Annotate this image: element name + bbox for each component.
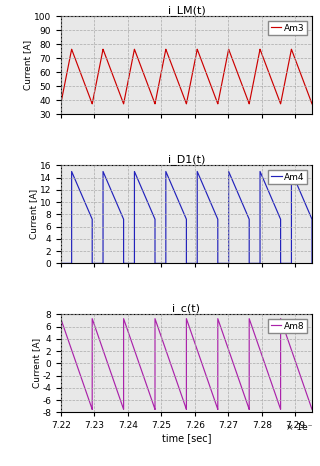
Title: i_c(t): i_c(t) [172, 303, 200, 315]
Legend: Am8: Am8 [268, 319, 308, 333]
Y-axis label: Current [A]: Current [A] [32, 338, 41, 389]
X-axis label: time [sec]: time [sec] [162, 433, 211, 443]
Text: × 1e⁻: × 1e⁻ [285, 424, 312, 432]
Title: i_LM(t): i_LM(t) [168, 6, 205, 16]
Title: i_D1(t): i_D1(t) [168, 154, 205, 165]
Legend: Am3: Am3 [268, 21, 308, 35]
Y-axis label: Current [A]: Current [A] [29, 189, 38, 240]
Legend: Am4: Am4 [268, 170, 308, 184]
Y-axis label: Current [A]: Current [A] [23, 40, 32, 90]
